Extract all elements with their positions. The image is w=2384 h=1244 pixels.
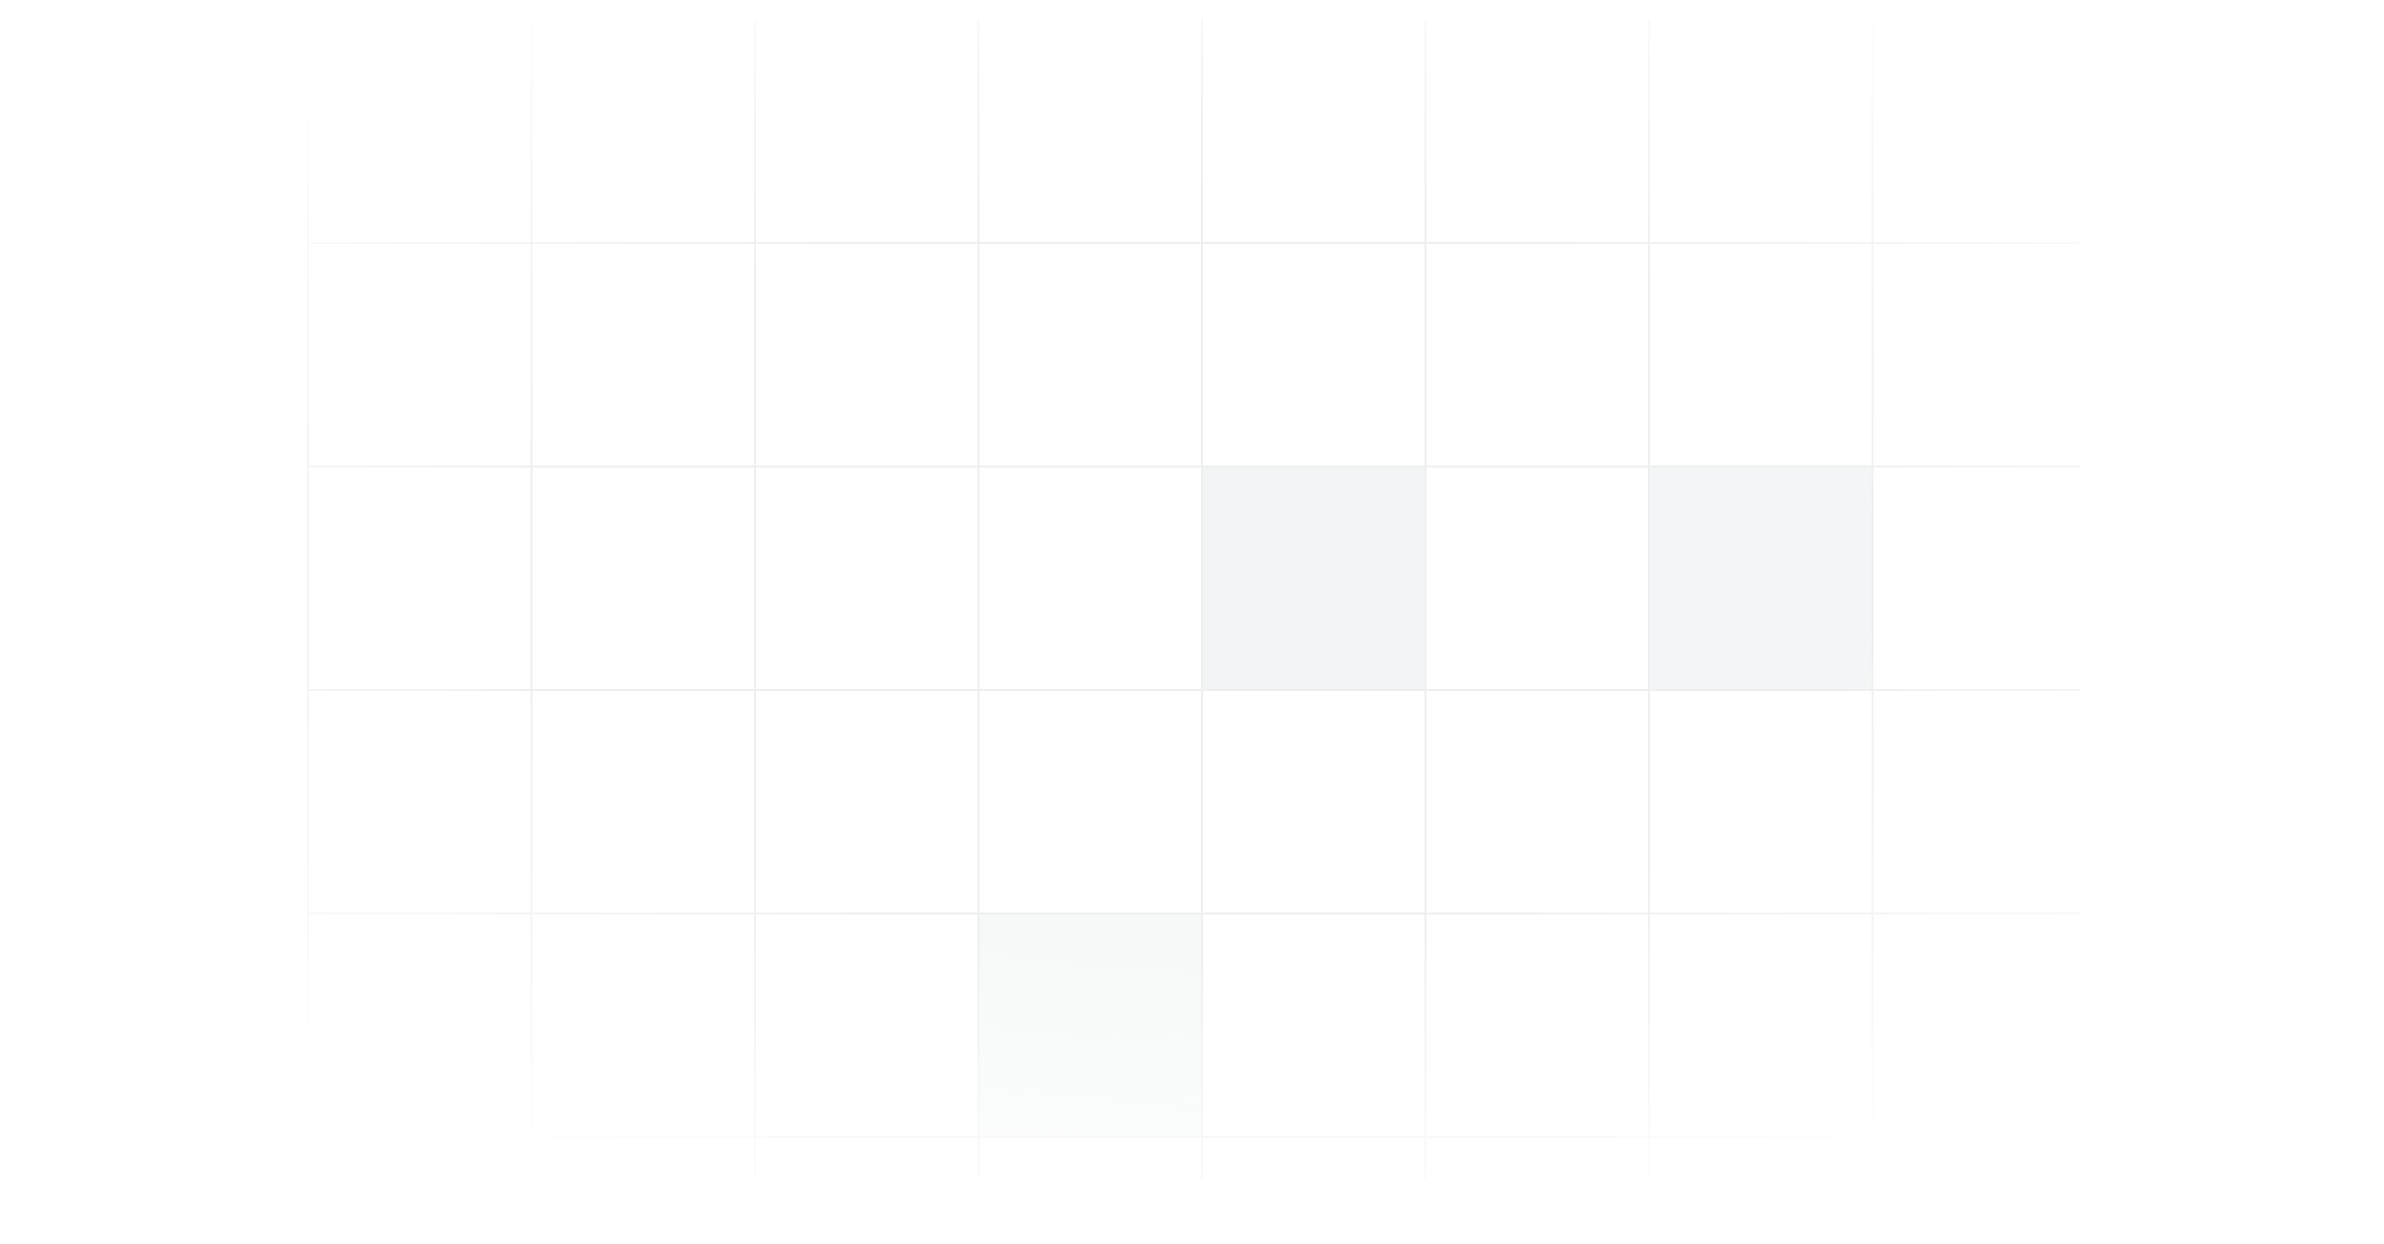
highlight-cell <box>1650 467 1872 689</box>
highlight-cell <box>1203 467 1425 689</box>
highlight-cell <box>979 914 1201 1136</box>
